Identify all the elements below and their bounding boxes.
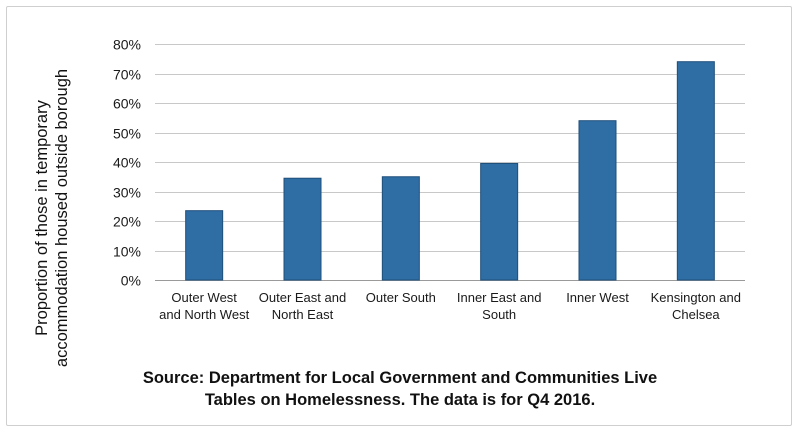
y-tick-label: 20% bbox=[113, 214, 141, 230]
x-tick-label: Kensington and bbox=[651, 290, 741, 305]
y-tick-label: 30% bbox=[113, 185, 141, 201]
x-tick-label: and North West bbox=[159, 307, 249, 322]
x-tick-label: South bbox=[482, 307, 516, 322]
y-tick-label: 60% bbox=[113, 96, 141, 112]
x-tick-label: Outer East and bbox=[259, 290, 346, 305]
bar bbox=[283, 177, 322, 281]
y-tick-label: 10% bbox=[113, 244, 141, 260]
y-tick-label: 0% bbox=[121, 273, 141, 289]
x-tick-label: North East bbox=[272, 307, 334, 322]
bar bbox=[578, 120, 617, 281]
caption-line-1: Source: Department for Local Government … bbox=[142, 369, 658, 387]
x-tick-label: Outer West bbox=[171, 290, 237, 305]
y-tick-label: 40% bbox=[113, 155, 141, 171]
bar bbox=[185, 210, 224, 281]
caption-line-2: Tables on Homelessness. The data is for … bbox=[204, 391, 596, 409]
x-tick-label: Outer South bbox=[366, 290, 436, 305]
bar bbox=[676, 61, 715, 281]
y-tick-label: 70% bbox=[113, 67, 141, 83]
y-tick-label: 80% bbox=[113, 37, 141, 53]
source-caption: Source: Department for Local Government … bbox=[0, 367, 800, 411]
chart-frame bbox=[6, 6, 792, 426]
bar bbox=[480, 162, 519, 281]
y-axis-label: Proportion of those in temporary accommod… bbox=[33, 69, 71, 367]
y-axis-label-line: accommodation housed outside borough bbox=[53, 69, 71, 367]
x-tick-label: Inner East and bbox=[457, 290, 542, 305]
y-tick-label: 50% bbox=[113, 126, 141, 142]
bar bbox=[381, 176, 420, 281]
y-axis-label-line: Proportion of those in temporary bbox=[33, 99, 51, 335]
x-tick-label: Inner West bbox=[566, 290, 629, 305]
x-tick-label: Chelsea bbox=[672, 307, 720, 322]
